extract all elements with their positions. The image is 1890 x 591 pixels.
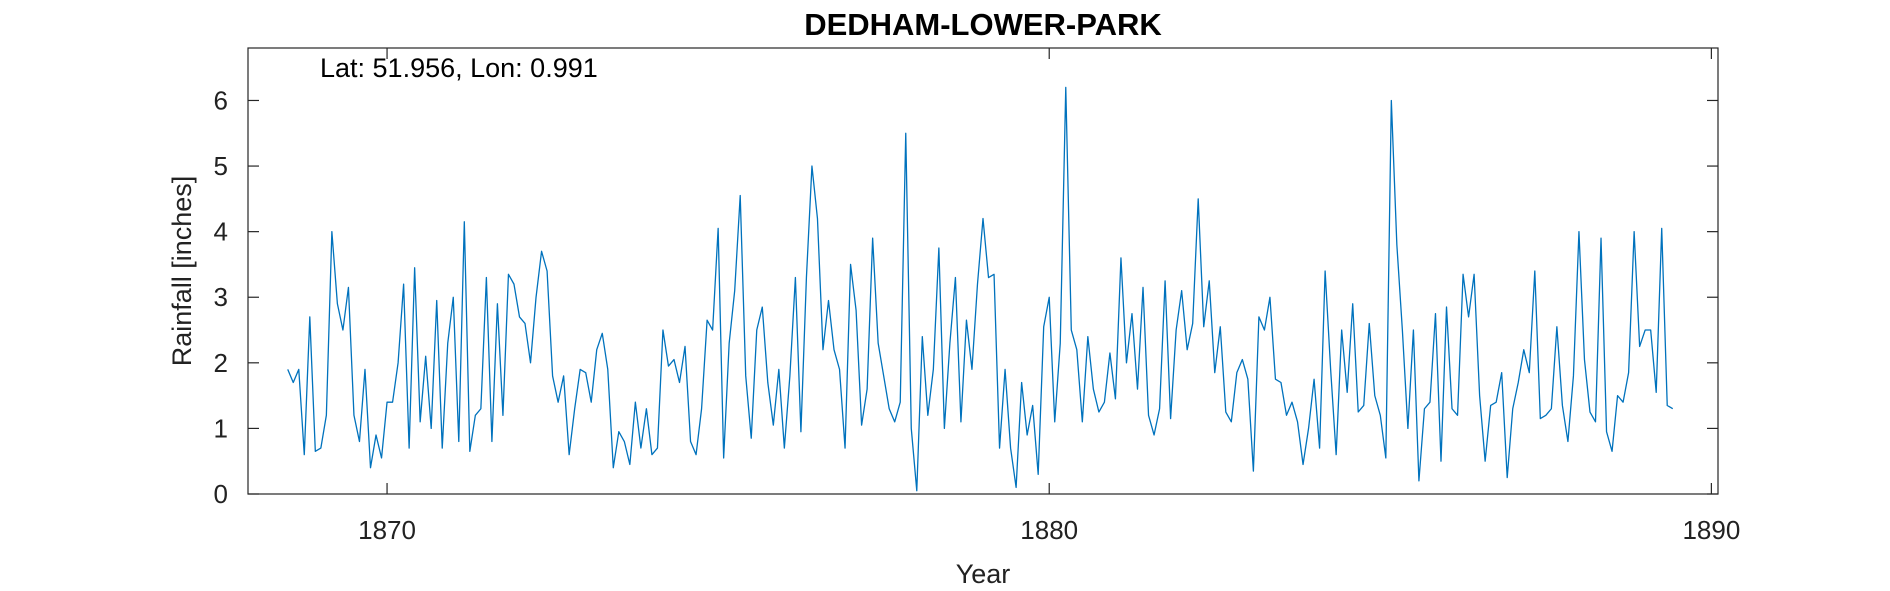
axis-ticks: [248, 48, 1718, 495]
chart-title: DEDHAM-LOWER-PARK: [804, 7, 1162, 42]
y-tick-label: 4: [214, 217, 228, 247]
y-tick-label: 5: [214, 151, 228, 181]
x-tick-label: 1890: [1682, 515, 1740, 545]
axes-frame: [247, 47, 1719, 495]
y-tick-label: 6: [214, 85, 228, 115]
rainfall-series-line: [287, 86, 1674, 492]
axis-tick-labels: 0 1 2 3 4 5 6 1870 1880 1890: [214, 85, 1741, 545]
y-tick-label: 2: [214, 348, 228, 378]
y-tick-label: 0: [214, 479, 228, 509]
location-annotation: Lat: 51.956, Lon: 0.991: [320, 53, 598, 83]
x-tick-label: 1880: [1020, 515, 1078, 545]
x-axis-label: Year: [956, 559, 1011, 589]
y-tick-label: 1: [214, 413, 228, 443]
y-tick-label: 3: [214, 282, 228, 312]
y-axis-label: Rainfall [inches]: [167, 176, 197, 367]
x-tick-label: 1870: [358, 515, 416, 545]
axes-background: [248, 48, 1718, 494]
